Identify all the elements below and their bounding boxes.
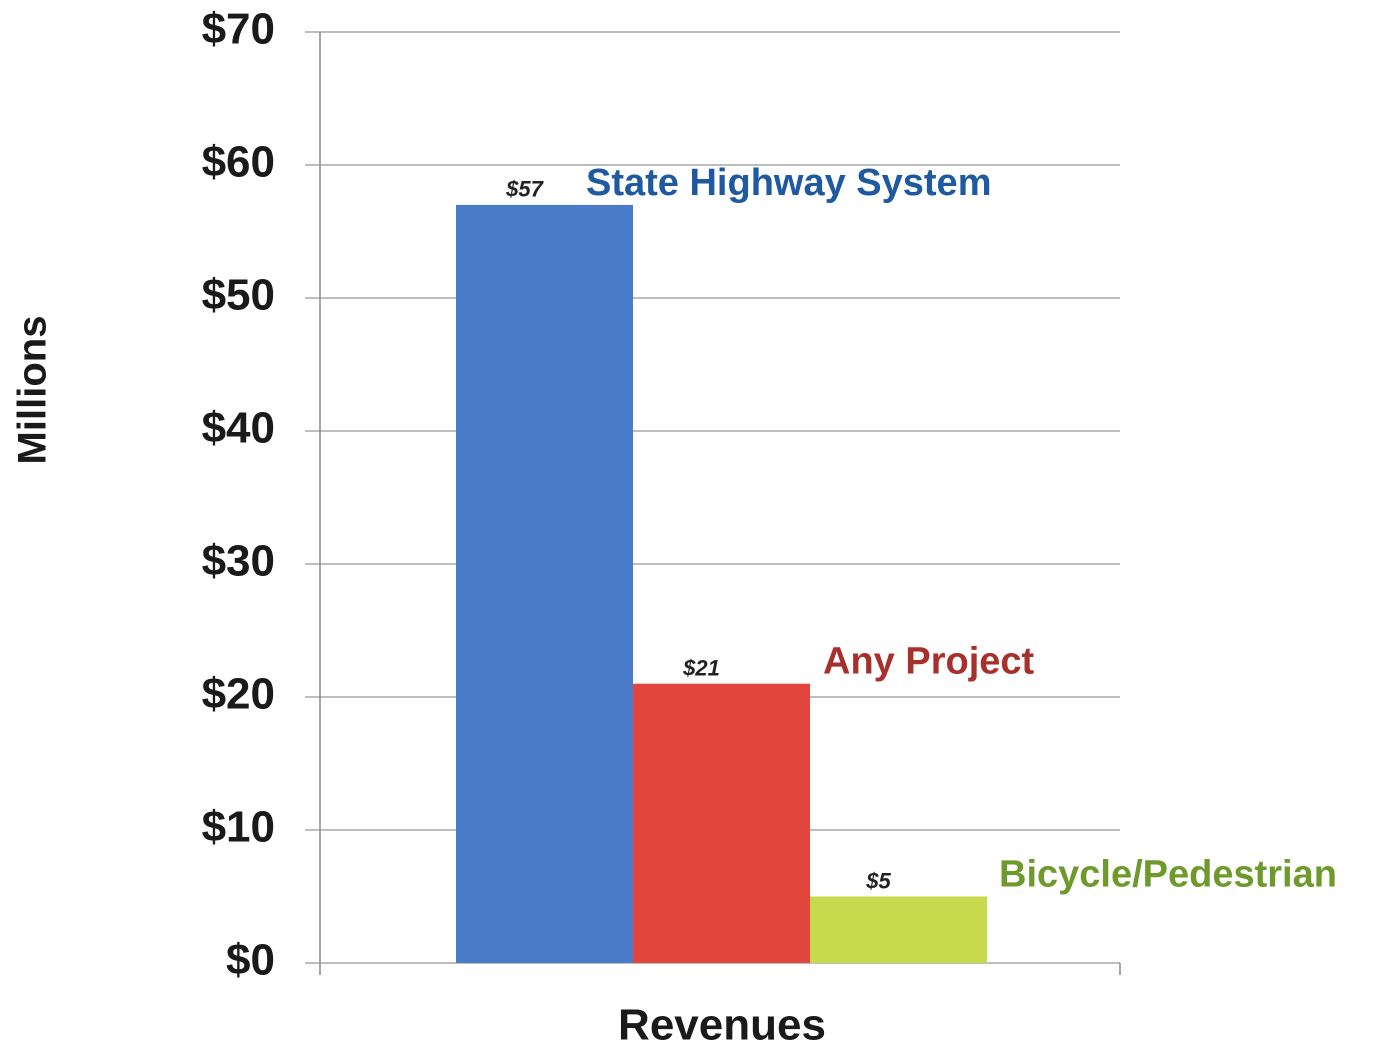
y-tick-label: $70 [202,5,275,54]
bar [633,683,810,963]
y-axis-label: Millions [11,316,55,465]
value-label: $21 [682,656,720,681]
value-label: $57 [505,177,544,202]
value-label: $5 [865,868,891,893]
y-tick-label: $40 [202,404,275,453]
x-tick-label: Revenues [618,1001,826,1050]
y-tick-label: $50 [202,271,275,320]
bar [810,896,987,963]
y-tick-label: $0 [226,936,275,985]
series-label: Bicycle/Pedestrian [999,854,1337,896]
series-label: State Highway System [586,162,991,204]
bar [456,204,633,963]
y-tick-label: $20 [202,670,275,719]
y-tick-label: $30 [202,537,275,586]
y-tick-label: $60 [202,138,275,187]
series-label: Any Project [823,641,1035,683]
y-tick-label: $10 [202,803,275,852]
